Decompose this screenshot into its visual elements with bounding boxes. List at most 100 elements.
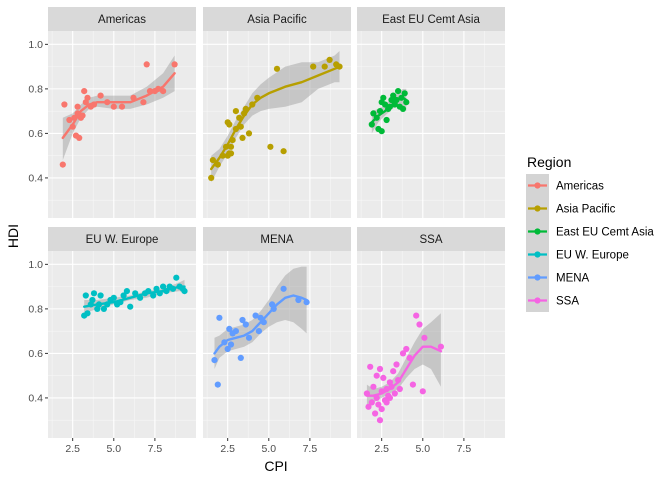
data-point <box>81 88 88 95</box>
legend-label: East EU Cemt Asia <box>556 227 654 239</box>
data-point <box>326 56 333 64</box>
legend-key-point <box>534 182 541 189</box>
data-point <box>303 299 310 306</box>
x-tick-label: 7.5 <box>303 443 318 455</box>
facet-strip <box>357 7 505 31</box>
data-point <box>370 383 377 390</box>
data-point <box>208 174 215 181</box>
smooth-line <box>370 96 408 124</box>
data-point <box>143 61 150 68</box>
legend-key-point <box>534 251 541 258</box>
data-point <box>413 312 420 319</box>
data-point <box>239 316 246 324</box>
data-point <box>409 381 416 388</box>
data-point <box>365 403 372 410</box>
data-point <box>74 103 81 110</box>
data-point <box>395 88 402 95</box>
data-point <box>160 88 167 95</box>
facet-strip <box>48 227 196 251</box>
data-point <box>376 417 384 424</box>
legend: Region Americas Asia Pacific East EU Cemt … <box>526 154 654 312</box>
data-point <box>393 361 400 368</box>
y-tick-label: 0.6 <box>28 128 43 140</box>
data-point <box>310 63 317 70</box>
smooth-line <box>213 294 308 355</box>
legend-label: MENA <box>556 273 590 285</box>
smooth-line <box>82 285 186 308</box>
data-point <box>399 350 407 357</box>
legend-items: Americas Asia Pacific East EU Cemt Asia EU … <box>526 174 654 312</box>
data-point <box>376 365 384 373</box>
data-point <box>391 390 398 397</box>
smooth-line <box>365 345 443 397</box>
data-point <box>226 325 233 332</box>
data-point <box>273 65 281 72</box>
data-point <box>280 148 287 155</box>
legend-label: SSA <box>556 296 579 308</box>
data-point <box>378 128 385 135</box>
data-point <box>150 292 157 299</box>
facet-panel: EU W. Europe <box>48 227 196 438</box>
data-point <box>390 368 397 375</box>
data-point <box>66 116 73 124</box>
confidence-band <box>62 55 175 161</box>
legend-item: MENA <box>526 266 590 289</box>
y-tick-label: 0.8 <box>28 303 43 315</box>
facet-strip <box>357 227 505 251</box>
data-point <box>84 310 91 317</box>
data-point <box>59 161 66 168</box>
data-point <box>110 103 117 110</box>
y-tick-label: 1.0 <box>28 39 43 51</box>
x-tick-label: 7.5 <box>148 443 163 455</box>
data-point <box>127 303 134 310</box>
facet-strip-label: East EU Cemt Asia <box>382 14 480 26</box>
legend-label: Asia Pacific <box>556 204 616 216</box>
data-point <box>227 150 235 157</box>
y-tick-label: 1.0 <box>28 259 43 271</box>
data-point <box>84 94 91 101</box>
data-point <box>232 328 239 335</box>
data-point <box>372 410 379 417</box>
smooth-line <box>61 72 176 140</box>
data-point <box>321 63 328 70</box>
data-point <box>399 105 407 112</box>
data-point <box>153 285 160 292</box>
data-point <box>386 394 393 401</box>
x-axis: 2.5 5.0 7.5 2.5 5.0 7.5 2.5 5.0 7.5 <box>65 438 471 455</box>
data-point <box>368 121 375 128</box>
data-point <box>239 134 246 141</box>
legend-key-point <box>534 297 541 304</box>
legend-item: East EU Cemt Asia <box>526 220 654 243</box>
facet-panel: East EU Cemt Asia <box>357 7 505 218</box>
data-point <box>82 292 89 299</box>
data-point <box>437 343 444 350</box>
facet-strip <box>48 7 196 31</box>
y-tick-label: 0.4 <box>28 172 43 184</box>
data-point <box>380 374 387 381</box>
legend-key-point <box>534 228 541 235</box>
y-tick-label: 0.8 <box>28 83 43 95</box>
smooth-line <box>209 65 341 171</box>
facet-strip-label: SSA <box>419 234 442 246</box>
data-point <box>245 334 253 341</box>
facet-panel: SSA <box>357 227 505 438</box>
data-point <box>403 345 410 353</box>
data-point <box>209 157 216 164</box>
data-point <box>214 381 221 388</box>
data-point <box>255 328 262 335</box>
legend-key-point <box>534 274 541 281</box>
data-point <box>227 143 235 150</box>
y-axis-title: HDI <box>5 224 21 248</box>
data-point <box>378 406 385 413</box>
x-tick-label: 2.5 <box>374 443 389 455</box>
y-tick-label: 0.4 <box>28 392 43 404</box>
data-point <box>245 130 253 137</box>
x-axis-title: CPI <box>264 458 287 474</box>
data-point <box>390 92 397 99</box>
x-tick-label: 5.0 <box>106 443 121 455</box>
data-point <box>118 103 126 110</box>
data-point <box>242 321 249 328</box>
x-tick-label: 2.5 <box>220 443 235 455</box>
data-point <box>367 363 374 370</box>
